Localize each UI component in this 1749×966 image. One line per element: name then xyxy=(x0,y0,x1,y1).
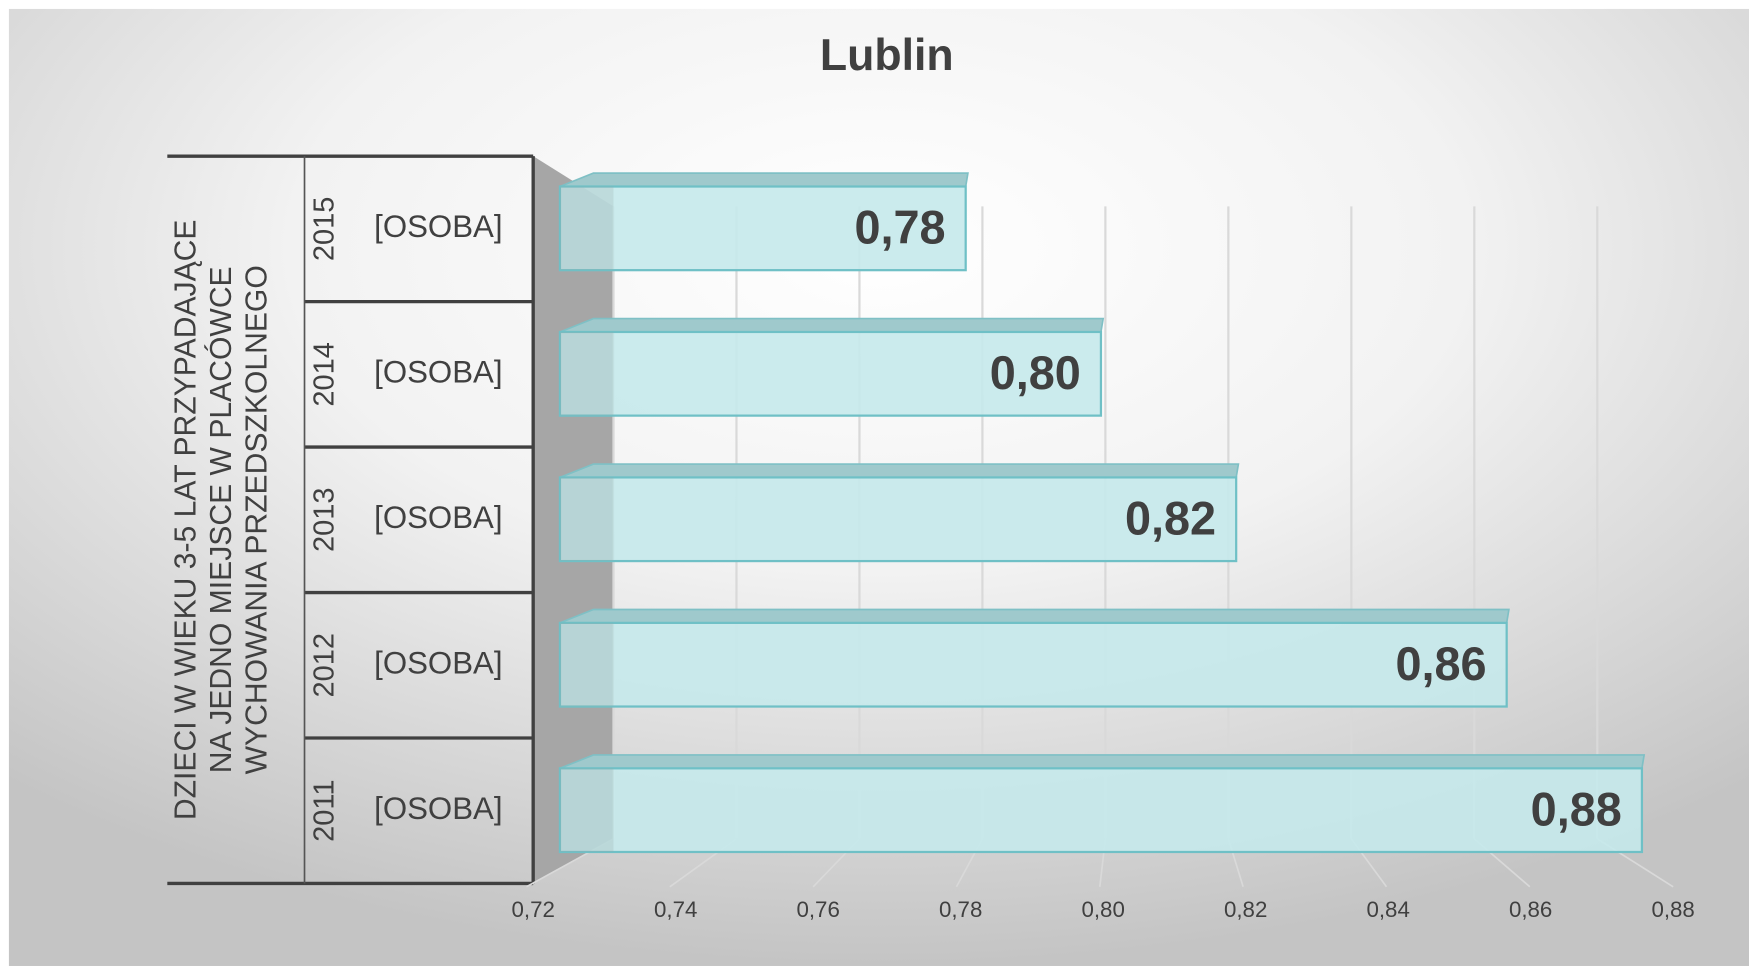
data-label: 0,78 xyxy=(854,202,945,254)
x-tick-label: 0,74 xyxy=(654,897,697,922)
group-label: NA JEDNO MIEJSCE W PLACÓWCE xyxy=(205,266,238,773)
subcategory-label: [OSOBA] xyxy=(374,500,502,535)
bar xyxy=(558,330,1103,417)
bar-shade xyxy=(559,622,614,707)
bar-top xyxy=(559,608,1510,624)
subcategory-label: [OSOBA] xyxy=(374,646,502,681)
bar xyxy=(558,767,1644,854)
group-label: DZIECI W WIEKU 3-5 LAT PRZYPADAJĄCE xyxy=(169,219,202,820)
category-label: 2011 xyxy=(308,780,340,842)
category-label: 2013 xyxy=(308,488,340,553)
bar xyxy=(558,621,1508,708)
x-tick-label: 0,82 xyxy=(1224,897,1267,922)
category-label: 2012 xyxy=(308,633,340,698)
bar-shade xyxy=(559,477,614,562)
x-tick-label: 0,84 xyxy=(1366,897,1409,922)
bar-shade xyxy=(559,331,614,416)
subcategory-label: [OSOBA] xyxy=(374,791,502,826)
data-label: 0,80 xyxy=(990,347,1081,399)
subcategory-label: [OSOBA] xyxy=(374,209,502,244)
x-tick-label: 0,86 xyxy=(1509,897,1552,922)
bar xyxy=(558,476,1238,563)
x-tick-label: 0,76 xyxy=(796,897,839,922)
bar-shade xyxy=(559,186,614,271)
group-label: WYCHOWANIA PRZEDSZKOLNEGO xyxy=(241,265,274,774)
data-label: 0,86 xyxy=(1395,638,1486,690)
bar-top xyxy=(559,317,1105,333)
category-table xyxy=(167,154,535,886)
data-label: 0,88 xyxy=(1531,783,1622,835)
x-tick-label: 0,88 xyxy=(1651,897,1694,922)
data-label: 0,82 xyxy=(1125,492,1216,544)
bar-top xyxy=(559,172,969,188)
x-tick-label: 0,78 xyxy=(939,897,982,922)
bar-top xyxy=(559,463,1240,479)
chart-title: Lublin xyxy=(820,31,954,80)
bar-shade xyxy=(559,768,614,852)
subcategory-label: [OSOBA] xyxy=(374,355,502,390)
bar-top xyxy=(559,754,1646,770)
category-label: 2015 xyxy=(308,197,340,262)
bar xyxy=(558,185,967,272)
x-tick-label: 0,80 xyxy=(1081,897,1124,922)
category-label: 2014 xyxy=(308,342,340,407)
x-tick-label: 0,72 xyxy=(511,897,554,922)
